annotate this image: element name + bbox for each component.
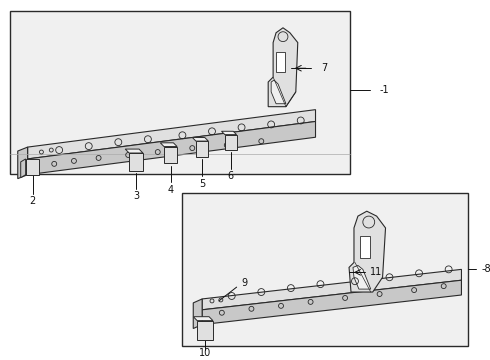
Polygon shape xyxy=(129,153,143,171)
Polygon shape xyxy=(10,11,350,174)
Text: 3: 3 xyxy=(133,192,139,201)
Polygon shape xyxy=(202,269,462,310)
Polygon shape xyxy=(353,265,371,289)
Text: -1: -1 xyxy=(380,85,389,95)
Polygon shape xyxy=(196,141,208,157)
Text: 2: 2 xyxy=(29,196,36,206)
Polygon shape xyxy=(160,143,177,147)
Polygon shape xyxy=(27,110,316,159)
Bar xyxy=(360,236,370,257)
Polygon shape xyxy=(202,280,462,325)
Text: 7: 7 xyxy=(321,63,328,73)
Polygon shape xyxy=(221,131,237,135)
Polygon shape xyxy=(125,149,143,153)
Polygon shape xyxy=(193,317,213,321)
Text: -8: -8 xyxy=(481,264,490,274)
Polygon shape xyxy=(193,138,208,141)
Polygon shape xyxy=(193,299,202,329)
Text: 6: 6 xyxy=(228,171,234,181)
Polygon shape xyxy=(225,135,237,150)
Polygon shape xyxy=(197,321,213,340)
Polygon shape xyxy=(349,211,386,292)
Polygon shape xyxy=(27,121,316,175)
Polygon shape xyxy=(25,159,39,175)
Text: 11: 11 xyxy=(370,267,382,277)
Text: 9: 9 xyxy=(242,278,247,288)
Polygon shape xyxy=(271,80,286,104)
Text: 5: 5 xyxy=(199,179,205,189)
Polygon shape xyxy=(182,193,468,346)
Text: 4: 4 xyxy=(168,185,173,194)
Bar xyxy=(276,53,285,72)
Polygon shape xyxy=(268,28,298,107)
Polygon shape xyxy=(21,159,25,178)
Polygon shape xyxy=(18,147,27,179)
Polygon shape xyxy=(164,147,177,163)
Text: 10: 10 xyxy=(199,348,211,358)
